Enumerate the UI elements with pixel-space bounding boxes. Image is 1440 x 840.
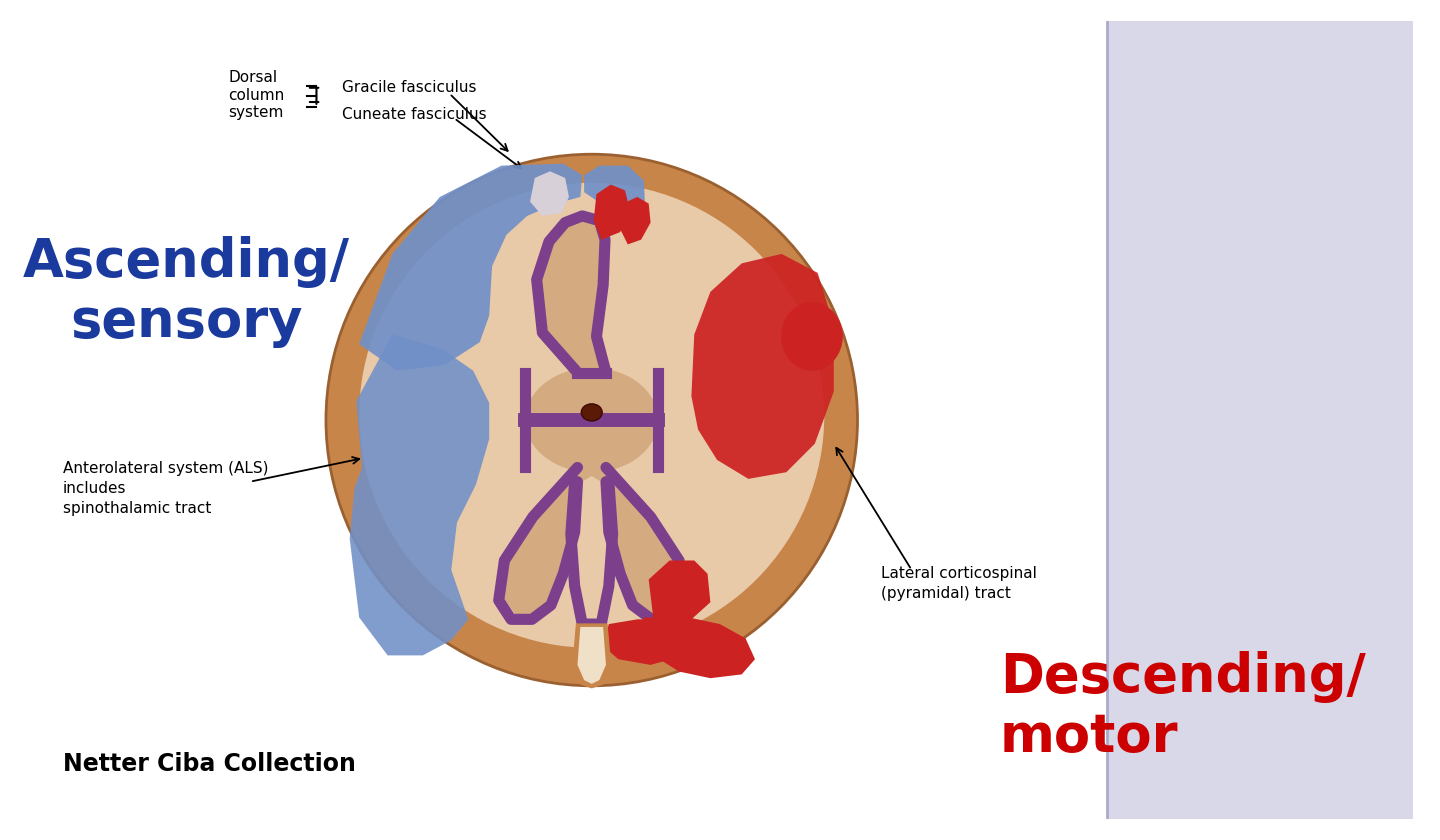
Text: Cuneate fasciculus: Cuneate fasciculus [343,107,487,122]
Text: Lateral corticospinal
(pyramidal) tract: Lateral corticospinal (pyramidal) tract [881,566,1037,601]
Polygon shape [691,254,834,479]
Polygon shape [585,165,645,209]
Ellipse shape [582,404,602,421]
Polygon shape [359,164,582,370]
Ellipse shape [526,368,658,472]
Ellipse shape [780,302,842,370]
Polygon shape [648,560,710,619]
Text: Descending/
motor: Descending/ motor [999,650,1365,763]
Polygon shape [530,171,569,216]
Ellipse shape [359,182,824,648]
Polygon shape [350,334,490,655]
Ellipse shape [325,155,857,685]
Text: Netter Ciba Collection: Netter Ciba Collection [63,752,356,775]
Polygon shape [603,619,704,665]
Polygon shape [577,468,683,615]
Text: Ascending/
sensory: Ascending/ sensory [23,236,350,348]
Bar [1107,21,1413,819]
Polygon shape [639,617,755,678]
Polygon shape [501,468,606,615]
Polygon shape [540,221,606,372]
Polygon shape [618,197,651,244]
Polygon shape [577,627,606,684]
Polygon shape [593,185,629,239]
Text: Dorsal
column
system: Dorsal column system [228,71,285,120]
Polygon shape [573,624,611,688]
Text: Anterolateral system (ALS)
includes
spinothalamic tract: Anterolateral system (ALS) includes spin… [63,461,268,516]
Text: Gracile fasciculus: Gracile fasciculus [343,81,477,95]
